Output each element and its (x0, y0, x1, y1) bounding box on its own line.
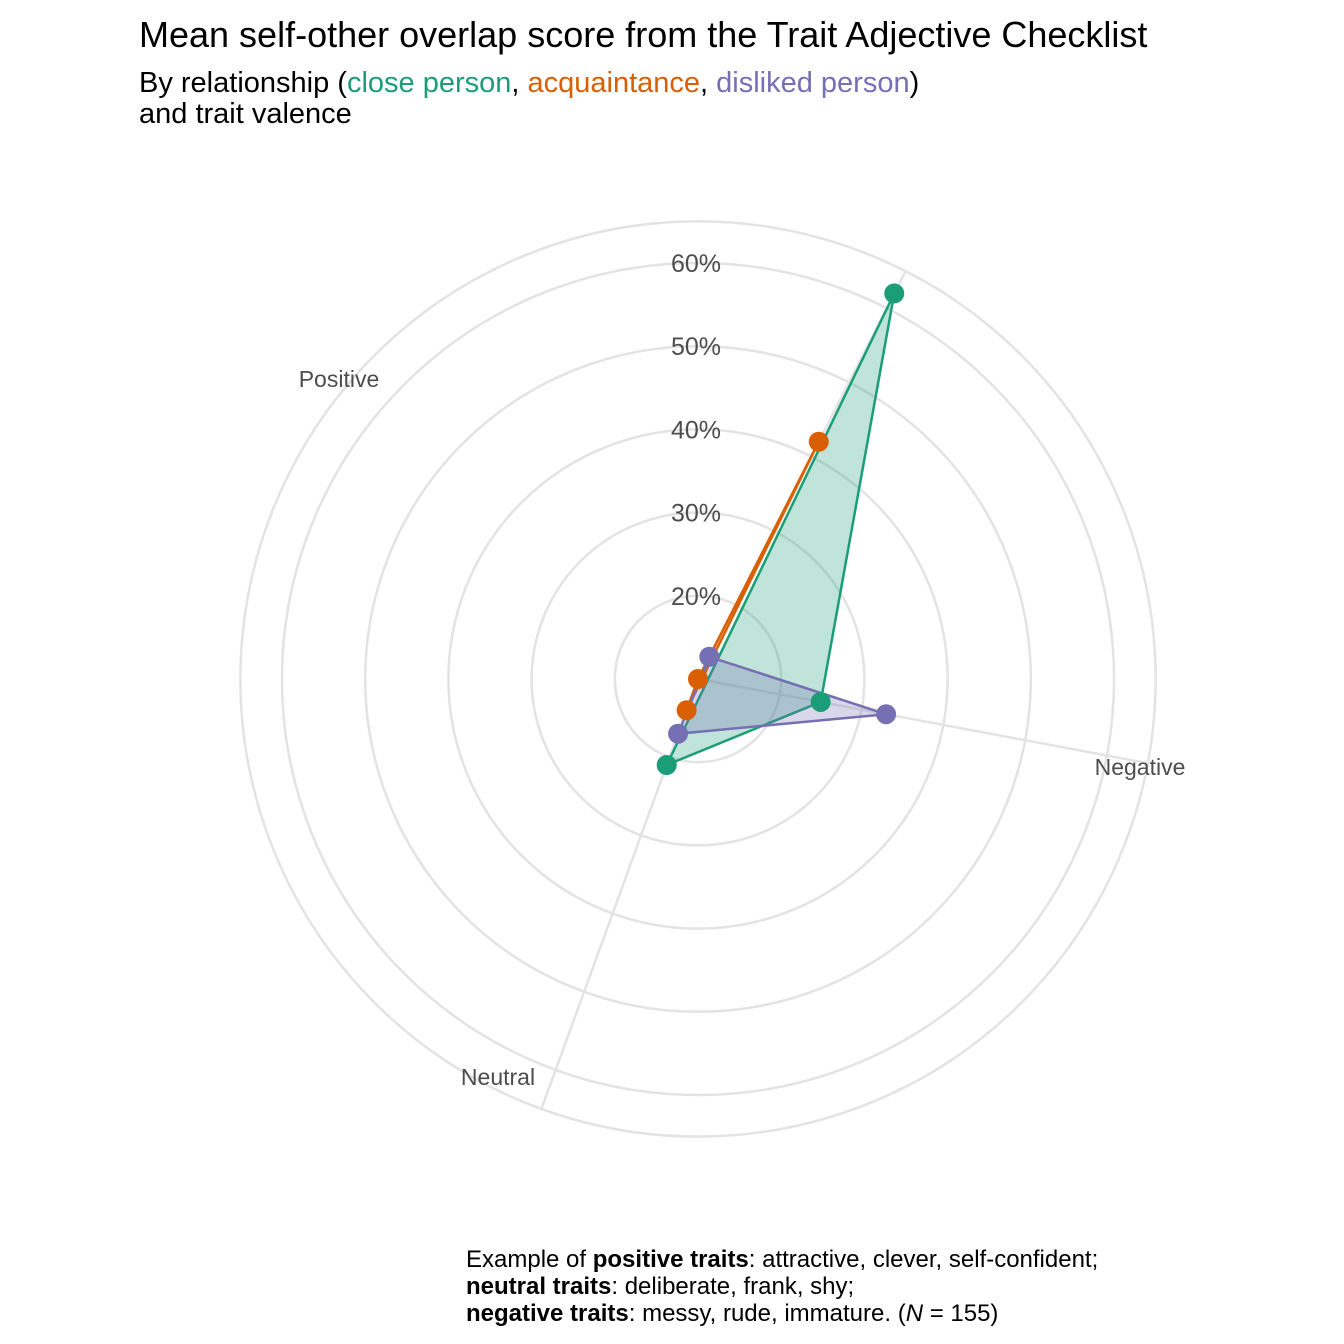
grid-circle (239, 220, 1157, 1138)
grid-circle (530, 511, 866, 847)
caption-text: : deliberate, frank, shy; (611, 1273, 855, 1300)
labels: 20% 30% 40% 50% 60% Positive Negative Neutral (299, 250, 1186, 1090)
data-point-acquaintance-neutral (676, 700, 697, 721)
axis-spoke (697, 677, 1149, 765)
data-point-close-person-negative (810, 691, 831, 712)
data-point-close-person-positive (884, 283, 905, 304)
chart-subtitle: By relationship (close person, acquainta… (139, 68, 919, 130)
subtitle-suffix: ) (909, 67, 920, 99)
caption-text: : attractive, clever, self-confident; (748, 1246, 1099, 1273)
subtitle-line-2: and trait valence (139, 98, 352, 130)
grid (239, 220, 1157, 1138)
radial-tick-label: 30% (671, 500, 721, 528)
caption: Example of positive traits: attractive, … (466, 1246, 1098, 1327)
series-area-disliked-person (676, 655, 888, 735)
subtitle-acquaintance: acquaintance (527, 67, 701, 99)
series-area-close-person (665, 292, 896, 767)
axis-spoke (540, 678, 700, 1110)
data-point-disliked-person-neutral (668, 723, 689, 744)
caption-bold-neutral: neutral traits (466, 1273, 612, 1300)
subtitle-sep-1: , (511, 67, 528, 99)
data-point-acquaintance-positive (808, 431, 829, 452)
subtitle-sep-2: , (700, 67, 717, 99)
grid-circle (280, 261, 1116, 1097)
radial-tick-label: 20% (671, 583, 721, 611)
axis-label-positive: Positive (299, 366, 380, 392)
subtitle-prefix: By relationship ( (139, 67, 347, 99)
data-point-close-person-neutral (656, 754, 677, 775)
subtitle-disliked-person: disliked person (716, 67, 910, 99)
caption-bold-positive: positive traits (592, 1246, 749, 1273)
grid-circle (363, 344, 1033, 1014)
caption-text: : messy, rude, immature. ( (628, 1300, 906, 1327)
axis-label-negative: Negative (1095, 754, 1186, 780)
radial-tick-label: 50% (671, 333, 721, 361)
caption-italic-n: N (905, 1300, 924, 1327)
radial-tick-label: 60% (671, 250, 721, 278)
chart-title: Mean self-other overlap score from the T… (139, 14, 1148, 55)
axis-label-neutral: Neutral (461, 1064, 535, 1090)
radial-tick-label: 40% (671, 416, 721, 444)
series (656, 283, 905, 775)
data-point-disliked-person-positive (699, 646, 720, 667)
subtitle-close-person: close person (346, 67, 512, 99)
caption-text: Example of (466, 1246, 593, 1273)
series-area-acquaintance (685, 440, 821, 712)
caption-bold-negative: negative traits (466, 1300, 629, 1327)
caption-text: = 155) (923, 1300, 999, 1327)
grid-circle (447, 428, 949, 930)
data-point-acquaintance-negative (688, 669, 708, 689)
data-point-disliked-person-negative (876, 704, 897, 725)
